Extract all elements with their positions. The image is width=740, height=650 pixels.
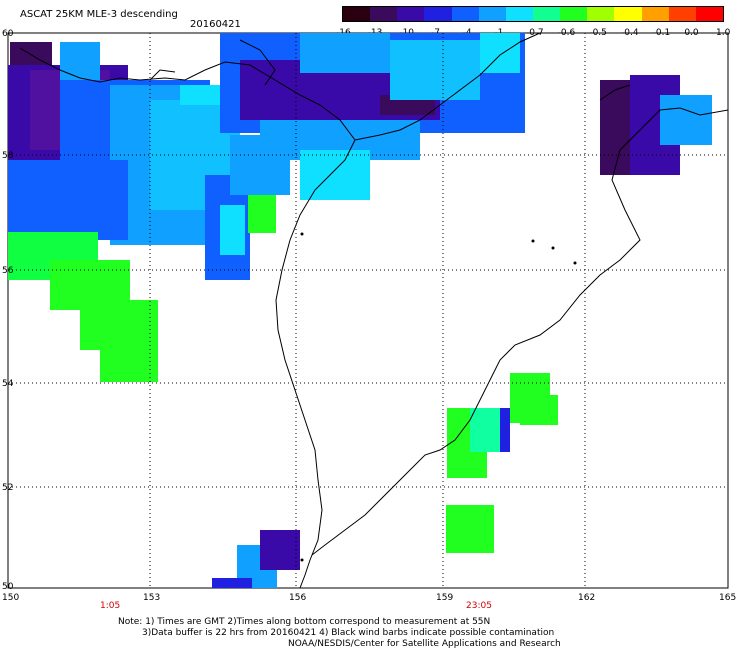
- color-swatch: [478, 7, 506, 21]
- lat-label-54: 54: [2, 379, 14, 389]
- note-line-2: 3)Data buffer is 22 hrs from 20160421 4)…: [142, 628, 555, 638]
- coastline: [19, 32, 729, 589]
- color-swatch: [668, 7, 696, 21]
- lat-label-58: 58: [2, 151, 14, 161]
- lat-label-56: 56: [2, 266, 14, 276]
- swath-north-blue: [180, 33, 525, 200]
- lon-label-162: 162: [578, 593, 596, 603]
- color-scale-bar: [342, 6, 724, 22]
- lat-label-50: 50: [2, 582, 14, 592]
- swath-east-purple: [600, 75, 712, 175]
- lon-label-156: 156: [289, 593, 307, 603]
- swath-south-green: [446, 373, 558, 553]
- color-swatch: [587, 7, 615, 21]
- color-swatch: [532, 7, 561, 21]
- color-swatch: [614, 7, 642, 21]
- lon-label-150: 150: [2, 593, 20, 603]
- lat-label-60: 60: [2, 29, 14, 39]
- color-swatch: [397, 7, 425, 21]
- note-line-1: Note: 1) Times are GMT 2)Times along bot…: [118, 617, 491, 627]
- color-swatch: [343, 7, 371, 21]
- swath-south-blue: [212, 530, 300, 588]
- lat-label-52: 52: [2, 483, 14, 493]
- lon-label-165: 165: [719, 593, 737, 603]
- color-swatch: [370, 7, 398, 21]
- lon-label-153: 153: [143, 593, 161, 603]
- color-swatch: [451, 7, 479, 21]
- color-swatch: [505, 7, 533, 21]
- time-label-east: 23:05: [466, 601, 492, 611]
- note-line-3: NOAA/NESDIS/Center for Satellite Applica…: [288, 639, 561, 649]
- color-swatch: [641, 7, 669, 21]
- color-swatch: [424, 7, 452, 21]
- graticule: [8, 33, 728, 588]
- islands: [300, 232, 577, 562]
- color-swatch: [560, 7, 588, 21]
- swath-green-west: [8, 195, 276, 382]
- map-date: 20160421: [190, 19, 241, 30]
- time-label-west: 1:05: [100, 601, 121, 611]
- color-swatch: [695, 7, 723, 21]
- lon-label-159: 159: [436, 593, 454, 603]
- map-title: ASCAT 25KM MLE-3 descending: [20, 9, 178, 20]
